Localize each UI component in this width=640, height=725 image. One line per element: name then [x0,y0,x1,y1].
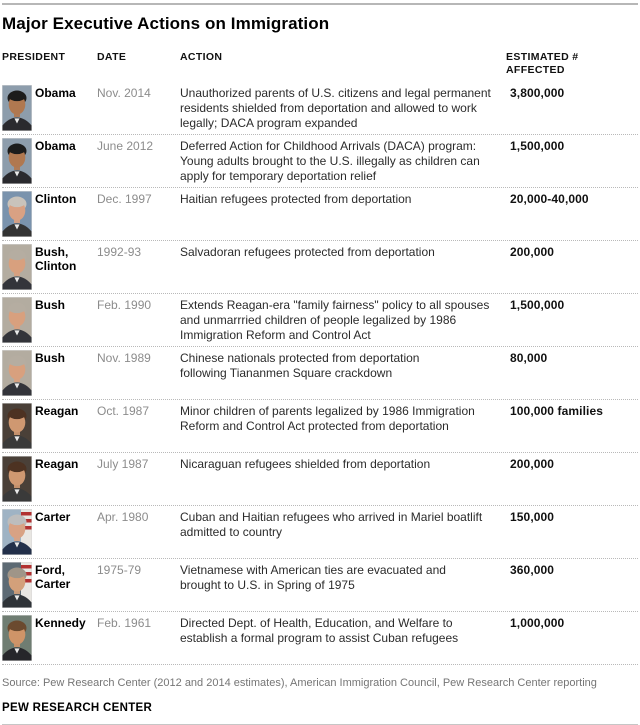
page-title: Major Executive Actions on Immigration [2,14,330,33]
action-date: Oct. 1987 [97,404,150,418]
president-cell: Bush, Clinton [1,243,97,291]
president-portrait-icon [1,190,33,238]
action-date: Apr. 1980 [97,510,149,524]
estimated-affected-count: 20,000-40,000 [510,192,589,206]
president-portrait-icon [1,84,33,132]
president-cell: Reagan [1,402,97,450]
president-name: Kennedy [35,616,86,630]
action-date: 1992-93 [97,245,142,259]
action-date: Feb. 1961 [97,616,152,630]
president-name: Ford, Carter [35,563,71,591]
table-row: Bush, Clinton 1992-93 Salvadoran refugee… [1,241,638,294]
action-date: Dec. 1997 [97,192,152,206]
action-description: Cuban and Haitian refugees who arrived i… [180,510,483,539]
table-row: Obama June 2012 Deferred Action for Chil… [1,135,638,188]
president-portrait-icon [1,455,33,503]
table-row: Kennedy Feb. 1961 Directed Dept. of Heal… [1,612,638,665]
estimated-affected-count: 200,000 [510,245,555,259]
executive-actions-table: Obama Nov. 2014 Unauthorized parents of … [1,82,638,665]
table-header-row: PRESIDENT DATE ACTION ESTIMATED # AFFECT… [2,51,638,77]
estimated-affected-count: 360,000 [510,563,555,577]
estimated-affected-count: 1,500,000 [510,298,565,312]
pew-research-center-brand: PEW RESEARCH CENTER [2,702,153,714]
action-date: Nov. 1989 [97,351,151,365]
action-date: June 2012 [97,139,154,153]
president-cell: Clinton [1,190,97,238]
president-cell: Obama [1,137,97,185]
president-portrait-icon [1,614,33,662]
action-description: Salvadoran refugees protected from depor… [180,245,435,259]
action-description: Nicaraguan refugees shielded from deport… [180,457,431,471]
president-portrait-icon [1,402,33,450]
action-date: Feb. 1990 [97,298,152,312]
estimated-affected-count: 1,000,000 [510,616,565,630]
president-name: Bush [35,298,65,312]
estimated-affected-count: 80,000 [510,351,548,365]
president-name: Carter [35,510,71,524]
action-description: Unauthorized parents of U.S. citizens an… [180,86,491,130]
president-name: Bush, Clinton [35,245,77,273]
president-portrait-icon [1,349,33,397]
president-name: Reagan [35,404,79,418]
table-row: Carter Apr. 1980 Cuban and Haitian refug… [1,506,638,559]
president-portrait-icon [1,137,33,185]
estimated-affected-count: 200,000 [510,457,555,471]
table-row: Bush Nov. 1989 Chinese nationals protect… [1,347,638,400]
column-header-action: ACTION [180,51,223,63]
president-name: Reagan [35,457,79,471]
source-note: Source: Pew Research Center (2012 and 20… [2,677,597,689]
president-cell: Reagan [1,455,97,503]
column-header-president: PRESIDENT [2,51,66,63]
table-row: Obama Nov. 2014 Unauthorized parents of … [1,82,638,135]
president-cell: Ford, Carter [1,561,97,609]
action-date: 1975-79 [97,563,142,577]
estimated-affected-count: 1,500,000 [510,139,565,153]
table-row: Ford, Carter 1975-79 Vietnamese with Ame… [1,559,638,612]
president-cell: Obama [1,84,97,132]
president-portrait-icon [1,243,33,291]
column-header-affected: ESTIMATED # AFFECTED [506,51,579,76]
president-name: Clinton [35,192,77,206]
estimated-affected-count: 3,800,000 [510,86,565,100]
table-row: Reagan Oct. 1987 Minor children of paren… [1,400,638,453]
table-row: Clinton Dec. 1997 Haitian refugees prote… [1,188,638,241]
action-description: Extends Reagan-era "family fairness" pol… [180,298,490,342]
president-portrait-icon [1,296,33,344]
president-portrait-icon [1,561,33,609]
president-cell: Bush [1,349,97,397]
top-divider [2,3,638,5]
president-cell: Kennedy [1,614,97,662]
action-date: Nov. 2014 [97,86,151,100]
president-name: Obama [35,86,76,100]
president-cell: Bush [1,296,97,344]
action-description: Minor children of parents legalized by 1… [180,404,475,433]
action-description: Haitian refugees protected from deportat… [180,192,412,206]
action-description: Vietnamese with American ties are evacua… [180,563,446,592]
estimated-affected-count: 150,000 [510,510,555,524]
table-row: Reagan July 1987 Nicaraguan refugees shi… [1,453,638,506]
action-description: Chinese nationals protected from deporta… [180,351,420,380]
estimated-affected-count: 100,000 families [510,404,604,418]
president-portrait-icon [1,508,33,556]
action-date: July 1987 [97,457,149,471]
president-cell: Carter [1,508,97,556]
action-description: Deferred Action for Childhood Arrivals (… [180,139,480,183]
action-description: Directed Dept. of Health, Education, and… [180,616,459,645]
column-header-date: DATE [97,51,127,63]
president-name: Obama [35,139,76,153]
president-name: Bush [35,351,65,365]
table-row: Bush Feb. 1990 Extends Reagan-era "famil… [1,294,638,347]
